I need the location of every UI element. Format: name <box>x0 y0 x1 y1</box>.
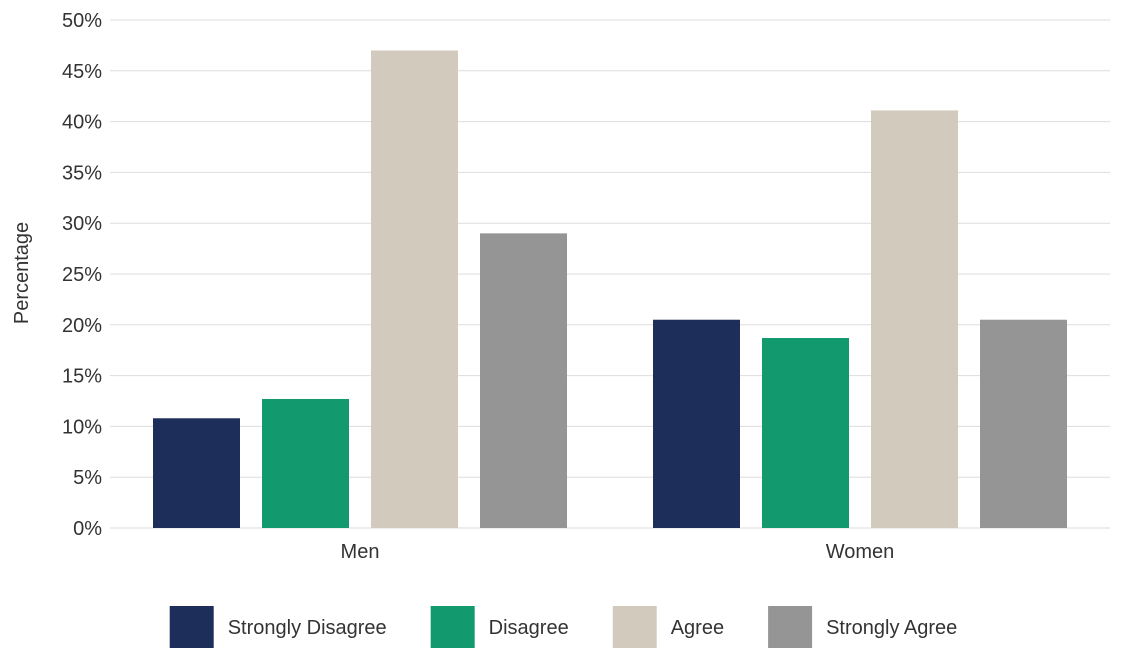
bar-men-agree <box>371 50 458 528</box>
bar-women-strongly-agree <box>980 319 1067 528</box>
y-tick-label: 25% <box>62 264 102 286</box>
legend-swatch <box>430 606 475 648</box>
y-tick-label: 30% <box>62 213 102 235</box>
y-tick-label: 0% <box>73 518 102 540</box>
bars <box>153 50 1067 529</box>
legend-swatch <box>169 606 214 648</box>
y-tick-label: 5% <box>73 467 102 489</box>
x-axis-ticks: Men Women <box>341 541 895 563</box>
bar-men-disagree <box>262 398 349 528</box>
y-tick-label: 20% <box>62 315 102 337</box>
bar-women-disagree <box>762 338 849 528</box>
y-tick-label: 40% <box>62 112 102 134</box>
legend: Strongly Disagree Disagree Agree Strongly A… <box>169 606 957 648</box>
y-axis-ticks: 0% 5% 10% 15% 20% 25% 30% 35% 40% 45% 50% <box>62 10 102 540</box>
bar-men-strongly-agree <box>480 233 567 529</box>
y-tick-label: 50% <box>62 10 102 32</box>
bar-women-agree <box>871 110 958 528</box>
bar-men-strongly-disagree <box>153 418 240 528</box>
legend-label: Disagree <box>489 617 569 639</box>
legend-swatch <box>768 606 813 648</box>
x-tick-label: Women <box>826 541 895 563</box>
y-tick-label: 15% <box>62 366 102 388</box>
y-tick-label: 10% <box>62 416 102 438</box>
legend-label: Strongly Agree <box>826 617 957 639</box>
x-tick-label: Men <box>341 541 380 563</box>
legend-swatch <box>612 606 657 648</box>
legend-label: Strongly Disagree <box>228 617 387 639</box>
legend-label: Agree <box>671 617 724 639</box>
y-tick-label: 35% <box>62 162 102 184</box>
bar-women-strongly-disagree <box>653 319 740 528</box>
y-axis-title: Percentage <box>11 222 33 324</box>
gridlines <box>110 19 1110 529</box>
y-tick-label: 45% <box>62 61 102 83</box>
